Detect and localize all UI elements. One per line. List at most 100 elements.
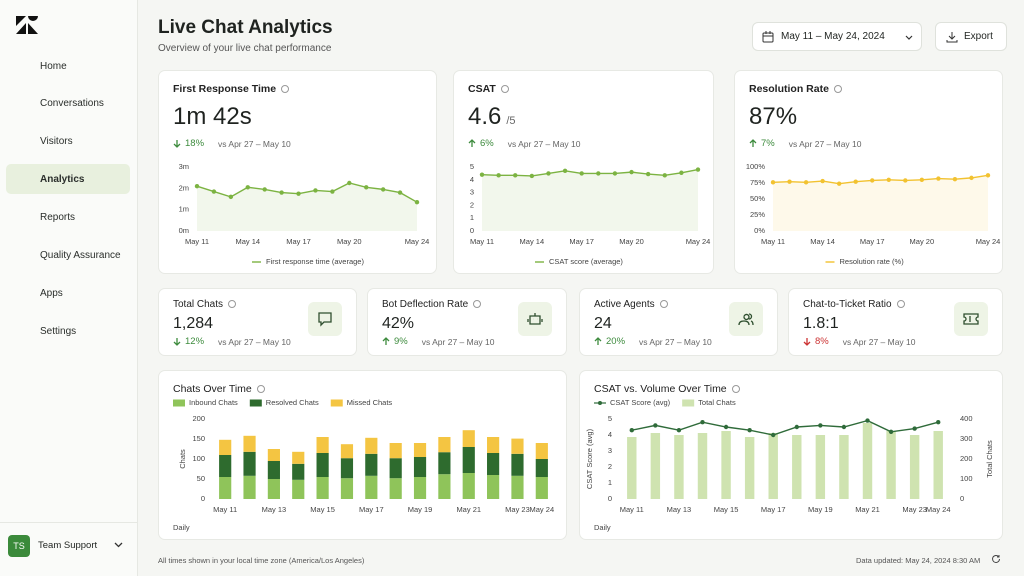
chart: 0 50 100 150 200 May 11 May 13 May 15 May 17 May … — [173, 398, 554, 532]
arrow-shape — [749, 139, 757, 147]
bar — [697, 433, 708, 499]
legend-swatch — [173, 399, 185, 407]
x-tick-label: May 15 — [714, 505, 739, 514]
chart: 0 1 2 3 4 5 0 100 200 300 400 May 11 May 13 May 15 May… — [585, 398, 994, 532]
change-value: 9% — [394, 336, 408, 347]
comparison: vs Apr 27 – May 10 — [218, 336, 291, 347]
y-tick-label: 300 — [960, 434, 973, 443]
change-value: 12% — [185, 336, 205, 347]
refresh-icon[interactable] — [991, 554, 1001, 564]
bar-segment — [365, 437, 378, 454]
bar-segment — [365, 453, 378, 476]
x-tick-label: May 24 — [926, 505, 951, 514]
bar-segment — [511, 475, 524, 499]
chart-title-text: Chats Over Time — [173, 383, 252, 395]
point — [513, 173, 518, 178]
icon-shape — [527, 313, 543, 325]
timezone-note: All times shown in your local time zone … — [158, 556, 365, 565]
nav-item[interactable]: Reports — [40, 211, 76, 223]
line — [772, 174, 989, 185]
kpi-unit: /5 — [506, 115, 516, 127]
point — [818, 423, 823, 428]
area-fill — [482, 169, 698, 231]
bar-segment — [243, 451, 256, 476]
stat-icon — [954, 302, 988, 336]
export-button[interactable]: Export — [935, 22, 1007, 51]
bar-segment — [292, 451, 305, 464]
point — [296, 191, 301, 196]
icon-shape — [318, 312, 332, 327]
x-tick-label: May 17 — [359, 505, 384, 514]
point — [770, 180, 776, 185]
x-tick-label: May 20 — [910, 237, 935, 246]
bar-segment — [413, 477, 427, 499]
point — [676, 428, 682, 433]
bar-segment — [487, 437, 500, 453]
stat-change: 12% vs Apr 27 – May 10 — [173, 336, 291, 347]
bar-segment — [267, 461, 280, 479]
bar-segment — [292, 463, 305, 480]
nav-item[interactable]: Visitors — [40, 135, 73, 147]
bar-segment — [487, 475, 500, 499]
nav-item[interactable]: Home — [40, 60, 67, 72]
divider — [0, 522, 137, 523]
download-icon — [946, 32, 958, 43]
legend-label: Missed Chats — [347, 398, 393, 407]
point — [853, 179, 858, 184]
x-tick-label: May 21 — [855, 505, 880, 514]
point — [612, 171, 618, 176]
kpi-change: 6% vs Apr 27 – May 10 — [468, 138, 581, 149]
y-tick-label: 0% — [754, 226, 765, 235]
point — [888, 429, 894, 434]
nav-item[interactable]: Settings — [40, 325, 77, 337]
point — [794, 424, 799, 430]
icon — [527, 313, 543, 325]
point — [279, 190, 284, 195]
info-icon — [256, 385, 265, 393]
nav-item[interactable]: Conversations — [40, 97, 104, 109]
stat-value: 42% — [382, 315, 415, 332]
stat-value: 1,284 — [173, 315, 214, 332]
point — [865, 418, 870, 423]
stat-title: Active Agents — [594, 299, 668, 310]
stat-card: Active Agents 24 20% vs Apr 27 – May 10 — [579, 288, 778, 356]
info-icon — [659, 300, 668, 308]
bar-segment — [219, 455, 232, 477]
date-range: May 11 – May 24, 2024 — [781, 31, 885, 42]
user-name[interactable]: Team Support — [38, 540, 98, 551]
point — [653, 423, 658, 428]
point — [496, 173, 501, 178]
date-picker[interactable]: May 11 – May 24, 2024 — [752, 22, 922, 51]
legend-label: Resolved Chats — [266, 398, 319, 407]
x-tick-label: May 24 — [686, 237, 711, 246]
nav-item[interactable]: Quality Assurance — [40, 249, 121, 261]
nav-item[interactable]: Analytics — [6, 164, 130, 194]
y-tick-label: 150 — [192, 434, 205, 443]
bar-segment — [462, 473, 475, 499]
y-tick-label: 4 — [608, 430, 612, 439]
bar-segment — [340, 444, 354, 459]
bar-segment — [292, 479, 305, 499]
x-tick-label: May 24 — [405, 237, 430, 246]
point — [695, 167, 701, 172]
stat-icon — [308, 302, 342, 336]
bar — [627, 437, 637, 499]
x-tick-label: May 15 — [310, 505, 335, 514]
stat-value: 1.8:1 — [803, 315, 839, 332]
line — [196, 182, 418, 203]
x-tick-label: May 23 — [902, 505, 927, 514]
arrow-shape — [803, 338, 811, 346]
x-tick-label: May 11 — [620, 505, 644, 514]
bar-segment — [340, 458, 354, 479]
info-icon — [731, 385, 740, 393]
point — [645, 171, 651, 177]
nav-item[interactable]: Apps — [40, 287, 63, 299]
point — [787, 179, 792, 184]
x-tick-label: May 17 — [860, 237, 885, 246]
sidebar: Home Conversations Visitors Analytics Report… — [0, 0, 138, 576]
kpi-title: Resolution Rate — [749, 83, 842, 95]
comparison: vs Apr 27 – May 10 — [218, 138, 291, 149]
legend-label: Resolution rate (%) — [840, 257, 905, 266]
arrow-down — [173, 338, 181, 346]
bar — [768, 433, 778, 499]
